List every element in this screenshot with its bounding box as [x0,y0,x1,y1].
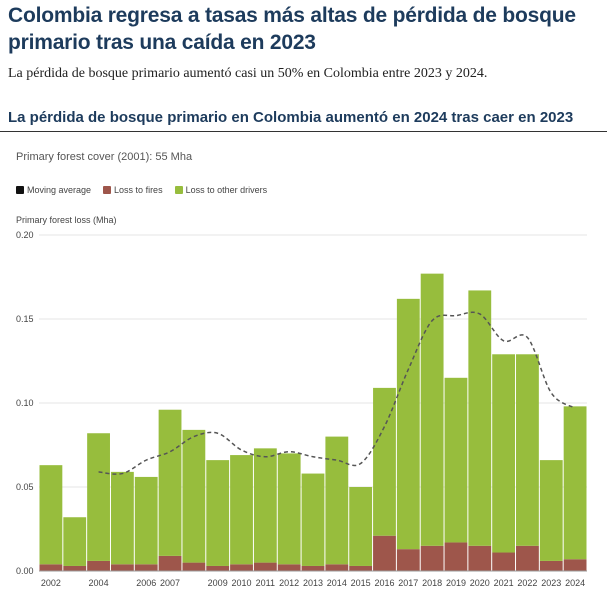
bar-fires-2019 [444,542,468,571]
bar-fires-2014 [325,564,349,571]
moving-average-swatch-icon [16,186,24,194]
bar-other-drivers-2014 [325,436,349,565]
bar-other-drivers-2020 [468,290,492,546]
y-tick-label: 0.15 [16,314,34,324]
bar-fires-2002 [39,564,63,571]
x-tick-label: 2006 [136,578,156,588]
x-tick-label: 2023 [541,578,561,588]
x-tick-label: 2018 [422,578,442,588]
moving-average-line [98,311,576,475]
y-axis-title: Primary forest loss (Mha) [16,215,117,225]
x-tick-label: 2015 [351,578,371,588]
forest-cover-note: Primary forest cover (2001): 55 Mha [16,151,193,163]
bar-other-drivers-2010 [230,455,253,565]
bar-other-drivers-2013 [301,473,325,566]
y-tick-label: 0.10 [16,398,34,408]
bar-fires-2003 [63,565,87,571]
bar-other-drivers-2015 [349,487,373,566]
bar-fires-2009 [206,565,230,571]
bar-other-drivers-2019 [444,377,468,543]
x-tick-label: 2017 [398,578,418,588]
chart-title: La pérdida de bosque primario en Colombi… [8,109,574,126]
bar-fires-2017 [396,549,420,571]
x-tick-label: 2002 [41,578,61,588]
chart-legend: Moving average Loss to fires Loss to oth… [16,185,267,195]
x-tick-label: 2007 [160,578,180,588]
fires-swatch-icon [103,186,112,194]
axis-layer: 0.00 0.05 0.10 0.15 0.20 2002 2004 2006 2007 2009… [16,230,587,588]
bar-other-drivers-2003 [63,517,87,566]
bar-other-drivers-2012 [277,453,301,565]
bar-fires-2010 [230,564,253,571]
bar-fires-2013 [301,565,325,571]
x-tick-label: 2024 [565,578,585,588]
bar-fires-2024 [563,559,587,571]
bar-other-drivers-2002 [39,465,63,565]
bar-other-drivers-2006 [134,476,158,565]
bar-other-drivers-2022 [516,354,539,546]
x-tick-label: 2020 [470,578,490,588]
chart-title-rule [0,131,607,132]
x-tick-label: 2022 [517,578,537,588]
y-tick-label: 0.05 [16,482,34,492]
bar-fires-2011 [253,562,277,571]
legend-label-fires: Loss to fires [114,185,163,195]
forest-loss-chart: 0.00 0.05 0.10 0.15 0.20 2002 2004 2006 2007 2009… [16,230,587,588]
x-tick-label: 2014 [327,578,347,588]
bar-fires-2005 [110,564,134,571]
x-tick-label: 2016 [374,578,394,588]
bar-other-drivers-2017 [396,298,420,550]
x-tick-label: 2004 [89,578,109,588]
bar-fires-2012 [277,564,301,571]
bar-other-drivers-2011 [253,448,277,563]
bar-other-drivers-2008 [182,429,206,563]
x-tick-label: 2012 [279,578,299,588]
bar-other-drivers-2018 [420,273,444,546]
moving-average-layer [98,311,576,475]
x-tick-label: 2021 [494,578,514,588]
legend-label-other-drivers: Loss to other drivers [185,185,268,195]
legend-label-moving-average: Moving average [27,185,92,195]
bar-layer [39,273,587,571]
x-tick-label: 2009 [208,578,228,588]
bar-fires-2018 [420,545,444,571]
y-tick-label: 0.00 [16,566,34,576]
x-tick-label: 2011 [256,578,275,588]
bar-fires-2007 [158,555,182,571]
bar-fires-2022 [516,545,539,571]
bar-other-drivers-2004 [87,433,110,561]
bar-other-drivers-2007 [158,409,182,556]
legend-item-moving-average[interactable]: Moving average [16,185,91,195]
bar-fires-2004 [87,560,110,571]
bar-fires-2023 [539,560,563,571]
bar-other-drivers-2005 [110,471,134,565]
bar-other-drivers-2024 [563,406,587,560]
bar-fires-2015 [349,565,373,571]
bar-fires-2008 [182,562,206,571]
main-title: Colombia regresa a tasas más altas de pé… [8,4,576,54]
bar-fires-2021 [492,552,516,571]
legend-item-other-drivers[interactable]: Loss to other drivers [174,185,268,195]
bar-fires-2006 [134,564,158,571]
other-drivers-swatch-icon [174,186,183,194]
bar-other-drivers-2009 [206,460,230,566]
bar-other-drivers-2023 [539,460,563,561]
bar-other-drivers-2021 [492,354,516,553]
x-tick-label: 2010 [232,578,252,588]
bar-fires-2016 [373,535,396,571]
lede-text: La pérdida de bosque primario aumentó ca… [8,66,488,81]
bar-other-drivers-2016 [373,387,396,536]
bar-fires-2020 [468,545,492,571]
legend-item-fires[interactable]: Loss to fires [103,185,163,195]
x-tick-label: 2019 [446,578,466,588]
x-tick-label: 2013 [303,578,323,588]
y-tick-label: 0.20 [16,230,34,240]
